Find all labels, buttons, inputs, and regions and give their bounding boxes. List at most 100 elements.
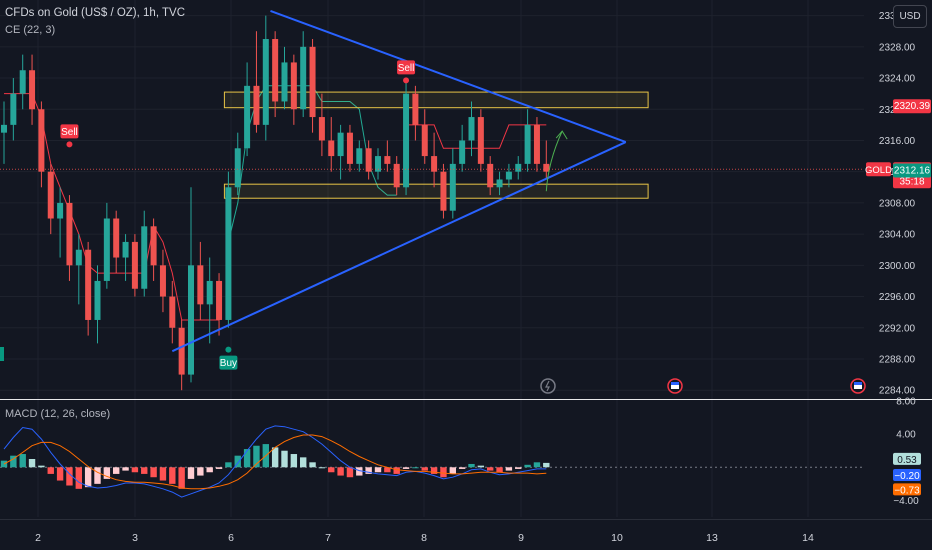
histogram-bar: [75, 467, 82, 489]
histogram-bar: [271, 447, 279, 468]
price-tick-label: 2288.00: [879, 354, 916, 365]
time-tick-label: 2: [35, 532, 41, 544]
histogram-bar: [421, 467, 428, 471]
candle-body: [178, 327, 185, 375]
histogram-bar: [159, 467, 167, 481]
histogram-bar: [543, 462, 550, 468]
time-tick-label: 3: [132, 532, 138, 544]
symbol-tag: GOLD: [865, 165, 892, 176]
candle-body: [346, 132, 353, 164]
flag-band: [671, 382, 679, 385]
candle-body: [375, 156, 381, 172]
candle-body: [281, 62, 288, 102]
projection-arrow-head: [555, 130, 568, 140]
histogram-bar: [103, 467, 111, 479]
candle-body: [459, 140, 466, 164]
candle-body: [38, 109, 45, 172]
trendline: [171, 141, 627, 353]
candle-body: [505, 171, 512, 180]
signal-label-bg: [397, 60, 416, 75]
histogram-bar: [281, 450, 288, 468]
histogram-bar: [122, 467, 129, 471]
price-tick-label: 2300.00: [879, 261, 916, 272]
price-tick-label: 2284.00: [879, 386, 916, 397]
candle-body: [300, 46, 307, 110]
candle-body: [141, 226, 148, 289]
histogram-bar: [524, 464, 531, 468]
histogram-bar: [328, 467, 335, 473]
time-tick-label: 14: [802, 532, 814, 544]
badge-text: 35:18: [899, 176, 924, 187]
candle-body: [393, 163, 400, 188]
candle-body: [169, 296, 176, 328]
histogram-bar: [150, 467, 157, 478]
signal-label-bg: [60, 124, 79, 139]
badge-text: 2320.39: [894, 101, 931, 112]
histogram-bar: [487, 467, 494, 471]
badge-text: −0.73: [894, 485, 920, 496]
indicator-legend[interactable]: CE (22, 3): [5, 24, 56, 36]
time-tick-label: 7: [325, 532, 331, 544]
histogram-bar: [318, 467, 326, 469]
candle-body: [309, 46, 316, 118]
histogram-bar: [56, 467, 64, 481]
candle-body: [206, 280, 213, 305]
candle-body: [356, 148, 363, 164]
candle-body: [29, 70, 36, 110]
price-tick-label: 2292.00: [879, 323, 916, 334]
signal-label: Buy: [220, 358, 237, 369]
histogram-bar: [346, 467, 354, 478]
candle-body: [412, 93, 419, 125]
candle-body: [57, 202, 64, 219]
histogram-bar: [131, 467, 139, 473]
symbol-legend[interactable]: CFDs on Gold (US$ / OZ), 1h, TVC: [5, 7, 186, 19]
histogram-bar: [505, 467, 513, 471]
macd-legend[interactable]: MACD (12, 26, close): [5, 408, 111, 420]
histogram-bar: [141, 467, 148, 474]
candle-body: [113, 218, 120, 258]
badge-2320: 2320.39: [893, 99, 931, 114]
signal-dot: [66, 141, 73, 148]
histogram-bar: [10, 455, 17, 468]
macd-histogram: [0, 444, 550, 489]
currency-button[interactable]: USD: [893, 5, 927, 28]
badge-bg: [893, 483, 921, 496]
signal-label: Sell: [398, 63, 415, 74]
badge-2312: 2312.16: [893, 163, 931, 178]
candle-body: [197, 265, 204, 305]
candle-body: [533, 124, 540, 164]
candle-body: [19, 70, 26, 94]
candle-body: [262, 39, 269, 125]
candle-body: [66, 202, 73, 266]
candle-body: [225, 187, 232, 320]
histogram-bar: [243, 449, 251, 468]
sell-signal: Sell: [60, 124, 79, 148]
flag-band: [854, 385, 862, 389]
bolt: [545, 380, 550, 392]
candle-body: [515, 163, 522, 172]
left-edge-marker: [0, 347, 4, 361]
candle-body: [477, 117, 484, 164]
signal-dot: [225, 346, 232, 353]
histogram-bar: [234, 455, 241, 468]
candle-body: [234, 148, 241, 188]
histogram-bar: [440, 467, 447, 478]
candle-body: [159, 265, 166, 297]
signal-dot: [403, 77, 410, 84]
histogram-bar: [430, 467, 438, 474]
time-tick-label: 6: [228, 532, 234, 544]
macd-tick-label: 8.00: [896, 397, 916, 408]
candle-body: [384, 156, 391, 164]
histogram-bar: [28, 459, 36, 468]
signal-line: [3, 434, 547, 490]
macd-tick-label: 4.00: [896, 430, 916, 441]
candle-body: [468, 117, 475, 141]
candle-body: [272, 39, 279, 102]
histogram-bar: [178, 467, 185, 489]
histogram-bar: [477, 465, 485, 468]
candle-body: [75, 249, 82, 266]
time-tick-label: 10: [611, 532, 623, 544]
candle-body: [253, 85, 260, 125]
price-tick-label: 2328.00: [879, 42, 916, 53]
